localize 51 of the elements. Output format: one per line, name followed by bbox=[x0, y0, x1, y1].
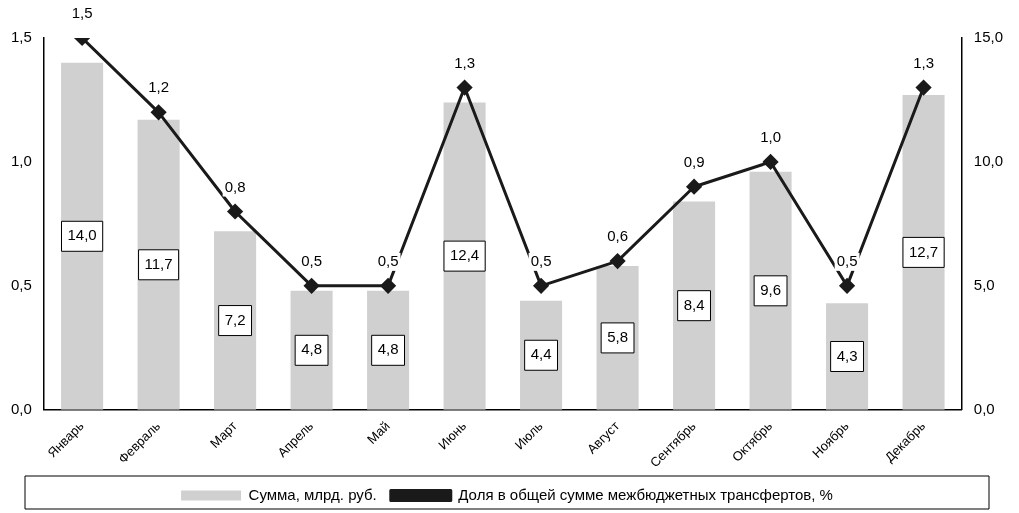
data-label: 0,5 bbox=[377, 252, 399, 269]
data-label: 1,0 bbox=[760, 128, 781, 146]
bar bbox=[443, 102, 486, 410]
data-label: 1,2 bbox=[148, 78, 170, 96]
point bbox=[533, 278, 549, 294]
y-tick-label: 1,0 bbox=[10, 152, 32, 170]
y2-tick-label: 15,0 bbox=[973, 28, 1004, 46]
data-label: 4,4 bbox=[530, 345, 552, 363]
y-tick-label: 0,0 bbox=[10, 399, 32, 417]
data-label: 0,5 bbox=[530, 252, 552, 269]
data-label: 1,5 bbox=[71, 4, 93, 22]
point bbox=[304, 278, 320, 294]
bar bbox=[137, 119, 180, 410]
y2-tick-label: 5,0 bbox=[973, 276, 995, 293]
point bbox=[916, 80, 932, 96]
point bbox=[227, 204, 243, 219]
data-label: 1,3 bbox=[454, 53, 476, 71]
legend-label: Доля в общей сумме межбюджетных трансфертов, % bbox=[458, 485, 833, 503]
data-label: 0,5 bbox=[836, 252, 858, 269]
y2-tick-label: 0,0 bbox=[973, 399, 995, 417]
data-label: 4,8 bbox=[377, 340, 399, 358]
data-label: 0,6 bbox=[607, 227, 628, 245]
bar bbox=[673, 201, 716, 410]
point bbox=[839, 278, 855, 294]
y-tick-label: 0,5 bbox=[10, 276, 32, 293]
y-tick-label: 1,5 bbox=[10, 28, 32, 46]
bar bbox=[902, 95, 945, 410]
y2-tick-label: 10,0 bbox=[973, 152, 1004, 170]
data-label: 4,3 bbox=[836, 346, 858, 364]
data-label: 9,6 bbox=[760, 280, 781, 298]
data-label: 0,5 bbox=[301, 252, 323, 269]
data-label: 7,2 bbox=[224, 310, 246, 328]
data-label: 8,4 bbox=[683, 295, 705, 313]
data-label: 11,7 bbox=[144, 254, 173, 272]
data-label: 0,9 bbox=[683, 152, 705, 170]
point bbox=[457, 80, 473, 96]
point bbox=[763, 154, 779, 170]
legend-label: Сумма, млрд. руб. bbox=[248, 485, 377, 503]
bar bbox=[61, 62, 104, 410]
point bbox=[610, 253, 626, 269]
data-label: 14,0 bbox=[67, 226, 97, 244]
data-label: 4,8 bbox=[301, 340, 323, 358]
data-label: 12,7 bbox=[908, 242, 939, 260]
data-label: 5,8 bbox=[607, 328, 628, 346]
data-label: 1,3 bbox=[913, 53, 934, 71]
data-label: 12,4 bbox=[449, 246, 480, 264]
point bbox=[686, 179, 702, 195]
bar bbox=[749, 171, 792, 410]
point bbox=[151, 104, 167, 120]
data-label: 0,8 bbox=[224, 177, 246, 195]
point bbox=[380, 278, 396, 294]
